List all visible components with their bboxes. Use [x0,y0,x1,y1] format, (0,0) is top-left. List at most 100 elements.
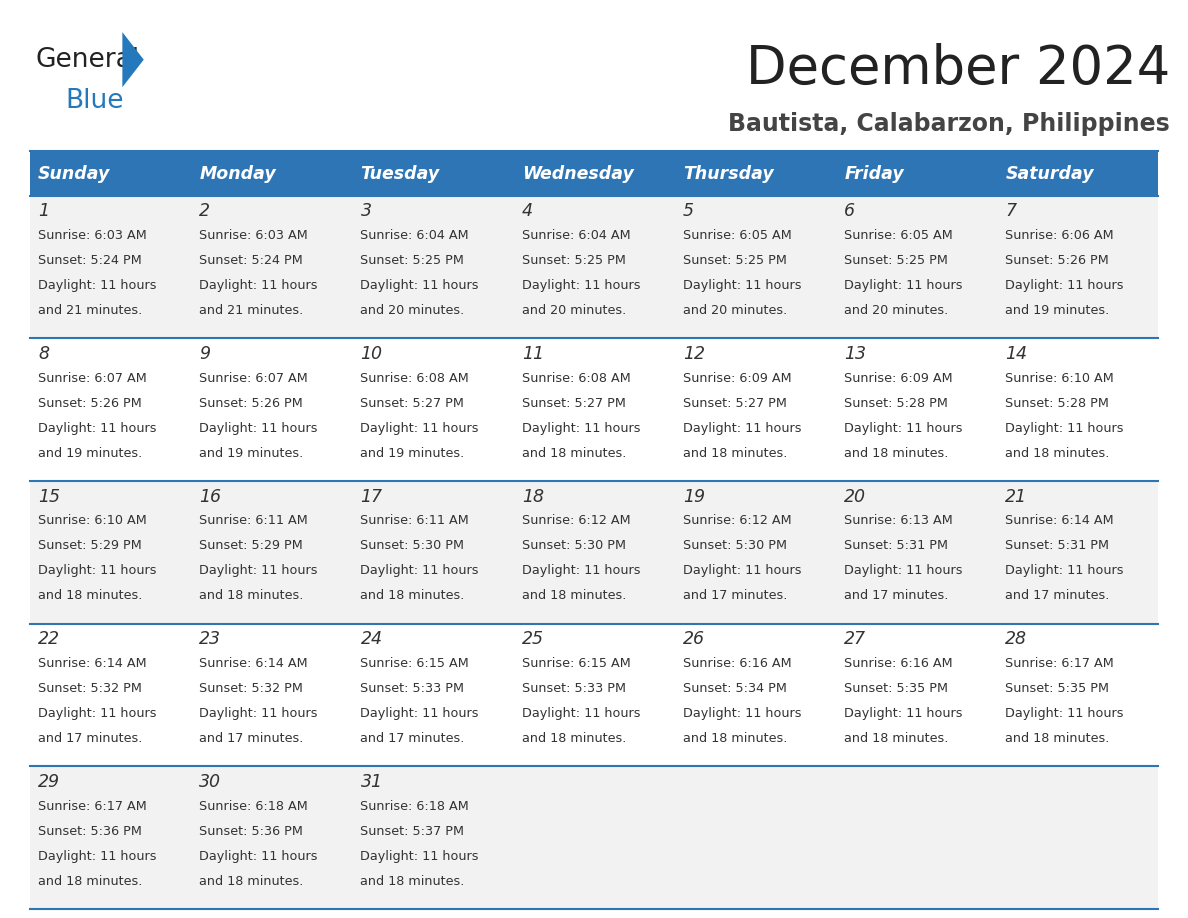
Bar [675,623,836,767]
Bar [513,767,675,909]
Text: and 17 minutes.: and 17 minutes. [360,732,465,744]
Text: and 19 minutes.: and 19 minutes. [38,446,143,460]
Text: Daylight: 11 hours: Daylight: 11 hours [845,707,962,720]
Text: Sunset: 5:31 PM: Sunset: 5:31 PM [1005,539,1110,553]
Text: Sunrise: 6:18 AM: Sunrise: 6:18 AM [200,800,308,812]
Text: Sunset: 5:25 PM: Sunset: 5:25 PM [360,254,465,267]
Text: Sunrise: 6:18 AM: Sunrise: 6:18 AM [360,800,469,812]
Text: 28: 28 [1005,630,1028,648]
Text: December 2024: December 2024 [746,43,1170,95]
Bar [513,196,675,338]
Text: Daylight: 11 hours: Daylight: 11 hours [522,279,640,292]
Bar [191,623,352,767]
Bar [30,196,191,338]
Text: and 17 minutes.: and 17 minutes. [38,732,143,744]
Text: 4: 4 [522,202,532,220]
Text: Sunset: 5:25 PM: Sunset: 5:25 PM [683,254,786,267]
Text: Sunset: 5:29 PM: Sunset: 5:29 PM [200,539,303,553]
Bar [352,196,513,338]
Bar [997,338,1158,481]
Text: Daylight: 11 hours: Daylight: 11 hours [200,421,317,434]
Text: Monday: Monday [200,164,276,183]
Text: Daylight: 11 hours: Daylight: 11 hours [200,565,317,577]
Text: Daylight: 11 hours: Daylight: 11 hours [38,565,157,577]
Text: 10: 10 [360,345,383,363]
Text: Daylight: 11 hours: Daylight: 11 hours [683,421,802,434]
Text: 17: 17 [360,487,383,506]
Text: Sunrise: 6:05 AM: Sunrise: 6:05 AM [845,229,953,242]
Bar [513,338,675,481]
Text: Daylight: 11 hours: Daylight: 11 hours [1005,707,1124,720]
Text: and 18 minutes.: and 18 minutes. [1005,732,1110,744]
Text: Sunrise: 6:07 AM: Sunrise: 6:07 AM [200,372,308,385]
Text: Sunrise: 6:08 AM: Sunrise: 6:08 AM [360,372,469,385]
Text: Sunset: 5:26 PM: Sunset: 5:26 PM [200,397,303,409]
Text: Daylight: 11 hours: Daylight: 11 hours [845,279,962,292]
Text: and 18 minutes.: and 18 minutes. [683,732,788,744]
Text: Sunrise: 6:11 AM: Sunrise: 6:11 AM [200,514,308,527]
Text: Sunrise: 6:10 AM: Sunrise: 6:10 AM [1005,372,1114,385]
Bar [836,767,997,909]
Text: and 19 minutes.: and 19 minutes. [360,446,465,460]
Text: Sunset: 5:32 PM: Sunset: 5:32 PM [200,682,303,695]
Text: 27: 27 [845,630,866,648]
Text: and 18 minutes.: and 18 minutes. [38,589,143,602]
Text: 24: 24 [360,630,383,648]
Text: Daylight: 11 hours: Daylight: 11 hours [683,279,802,292]
Text: Sunrise: 6:12 AM: Sunrise: 6:12 AM [522,514,631,527]
Text: Sunrise: 6:13 AM: Sunrise: 6:13 AM [845,514,953,527]
Text: Sunset: 5:36 PM: Sunset: 5:36 PM [200,824,303,837]
Text: and 18 minutes.: and 18 minutes. [200,589,304,602]
Text: and 20 minutes.: and 20 minutes. [683,304,788,317]
Text: 7: 7 [1005,202,1017,220]
Text: 2: 2 [200,202,210,220]
Text: Sunset: 5:26 PM: Sunset: 5:26 PM [1005,254,1110,267]
Text: Daylight: 11 hours: Daylight: 11 hours [683,565,802,577]
Text: Daylight: 11 hours: Daylight: 11 hours [38,849,157,863]
Text: and 18 minutes.: and 18 minutes. [360,875,465,888]
Text: Sunset: 5:25 PM: Sunset: 5:25 PM [845,254,948,267]
Text: and 21 minutes.: and 21 minutes. [38,304,143,317]
Text: Bautista, Calabarzon, Philippines: Bautista, Calabarzon, Philippines [728,112,1170,136]
Text: 20: 20 [845,487,866,506]
Bar [836,151,997,196]
Text: and 18 minutes.: and 18 minutes. [522,732,626,744]
Text: 16: 16 [200,487,221,506]
Bar [836,623,997,767]
Text: Daylight: 11 hours: Daylight: 11 hours [360,421,479,434]
Text: and 17 minutes.: and 17 minutes. [200,732,304,744]
Text: Sunset: 5:31 PM: Sunset: 5:31 PM [845,539,948,553]
Bar [675,151,836,196]
Bar [352,481,513,623]
Text: and 20 minutes.: and 20 minutes. [360,304,465,317]
Bar [675,481,836,623]
Bar [30,767,191,909]
Text: 29: 29 [38,773,61,790]
Polygon shape [122,32,144,87]
Text: Sunset: 5:28 PM: Sunset: 5:28 PM [845,397,948,409]
Text: Friday: Friday [845,164,904,183]
Text: Sunset: 5:27 PM: Sunset: 5:27 PM [360,397,465,409]
Text: and 20 minutes.: and 20 minutes. [845,304,948,317]
Text: 14: 14 [1005,345,1028,363]
Bar [352,338,513,481]
Bar [997,481,1158,623]
Text: 8: 8 [38,345,49,363]
Bar [997,623,1158,767]
Text: Sunrise: 6:09 AM: Sunrise: 6:09 AM [683,372,791,385]
Text: Tuesday: Tuesday [360,164,440,183]
Text: and 18 minutes.: and 18 minutes. [200,875,304,888]
Text: Sunrise: 6:04 AM: Sunrise: 6:04 AM [522,229,631,242]
Text: Sunrise: 6:14 AM: Sunrise: 6:14 AM [1005,514,1114,527]
Text: and 20 minutes.: and 20 minutes. [522,304,626,317]
Text: and 18 minutes.: and 18 minutes. [845,446,948,460]
Text: Daylight: 11 hours: Daylight: 11 hours [845,565,962,577]
Text: Wednesday: Wednesday [522,164,633,183]
Bar [352,151,513,196]
Text: and 18 minutes.: and 18 minutes. [683,446,788,460]
Text: 21: 21 [1005,487,1028,506]
Text: 9: 9 [200,345,210,363]
Text: Daylight: 11 hours: Daylight: 11 hours [522,421,640,434]
Text: Sunset: 5:24 PM: Sunset: 5:24 PM [200,254,303,267]
Text: and 21 minutes.: and 21 minutes. [200,304,303,317]
